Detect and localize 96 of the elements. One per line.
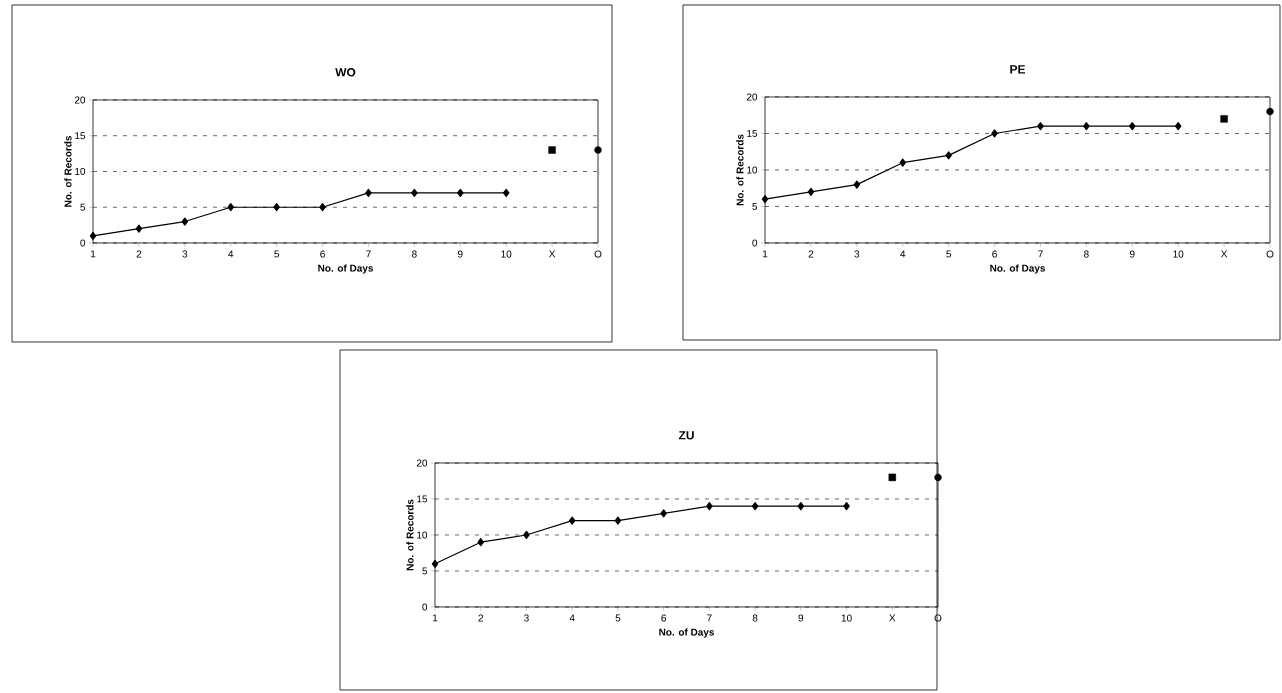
x-axis-title: No. of Days [990, 264, 1045, 274]
x-tick-label: 4 [228, 250, 234, 258]
x-tick-label: 5 [615, 614, 621, 622]
point [365, 188, 372, 198]
point [761, 195, 769, 204]
x-tick-label: 10 [501, 250, 512, 258]
point [89, 231, 97, 240]
x-tick-label: X [1221, 250, 1228, 258]
x-tick-label: 10 [841, 614, 852, 622]
x-tick-label: 2 [478, 614, 484, 622]
x-tick-label: 6 [992, 250, 997, 258]
x-tick-label: 5 [946, 250, 951, 258]
y-tick-label: 15 [417, 495, 428, 503]
point [751, 502, 759, 511]
chart-title: WO [335, 68, 356, 77]
point [181, 217, 189, 226]
point [843, 502, 850, 511]
x-tick-label: 9 [457, 250, 463, 258]
point [1037, 122, 1044, 131]
point [135, 224, 143, 233]
x-tick-label: 6 [661, 614, 666, 622]
x-tick-label: 4 [569, 614, 575, 622]
x-tick-label: 9 [1129, 250, 1135, 258]
x-tick-label: 3 [524, 614, 529, 622]
x-tick-label: 8 [412, 250, 417, 258]
point [888, 473, 896, 482]
point [1083, 122, 1090, 131]
chart-title: ZU [678, 431, 694, 440]
x-tick-label: 3 [182, 250, 188, 258]
x-tick-label: O [1266, 250, 1274, 258]
x-tick-label: 9 [798, 614, 804, 622]
x-tick-label: 8 [752, 614, 758, 622]
y-tick-label: 20 [416, 459, 428, 467]
point [706, 502, 713, 511]
y-tick-label: 15 [75, 132, 86, 140]
y-axis-title: No. of Records [406, 499, 414, 571]
point [457, 188, 464, 198]
x-tick-label: 3 [854, 250, 860, 258]
point [502, 188, 510, 198]
y-tick-label: 20 [74, 96, 86, 104]
x-tick-label: 10 [1173, 250, 1184, 258]
point [853, 180, 861, 189]
y-tick-label: 10 [417, 531, 428, 539]
point [807, 187, 815, 196]
y-tick-label: 10 [75, 167, 86, 176]
point [227, 203, 234, 212]
x-tick-label: 4 [900, 250, 906, 258]
point [1220, 115, 1228, 123]
x-axis-title: No. of Days [659, 628, 714, 638]
x-tick-label: 5 [274, 250, 279, 258]
point [431, 559, 439, 568]
point [945, 151, 952, 160]
y-tick-label: 10 [747, 166, 758, 174]
x-tick-label: X [549, 250, 556, 258]
y-tick-label: 0 [422, 603, 428, 611]
point [411, 188, 418, 198]
point [548, 146, 556, 154]
x-tick-label: 8 [1084, 250, 1089, 258]
x-tick-label: O [934, 614, 942, 622]
point [1266, 107, 1274, 116]
x-tick-label: O [594, 250, 602, 258]
x-tick-label: 1 [433, 614, 438, 622]
x-tick-label: 2 [808, 250, 814, 258]
point [568, 516, 576, 525]
point [1129, 122, 1136, 131]
point [319, 203, 326, 212]
y-tick-label: 0 [752, 239, 758, 247]
x-tick-label: X [889, 614, 896, 622]
y-tick-label: 5 [80, 203, 86, 211]
point [273, 203, 280, 212]
x-axis-title: No. of Days [318, 264, 373, 274]
point [934, 473, 942, 482]
point [899, 158, 906, 167]
x-tick-label: 1 [91, 250, 96, 258]
point [523, 530, 530, 540]
x-tick-label: 7 [707, 614, 712, 622]
x-tick-label: 6 [320, 250, 325, 258]
y-axis-title: No. of Records [64, 136, 72, 207]
y-axis-title: No. of Records [736, 134, 744, 206]
point [991, 129, 998, 138]
y-tick-label: 15 [747, 130, 758, 137]
y-tick-label: 5 [422, 567, 428, 575]
x-tick-label: 1 [763, 250, 768, 258]
point [614, 516, 622, 525]
y-tick-label: 5 [752, 203, 758, 210]
point [660, 509, 667, 518]
x-tick-label: 7 [366, 250, 371, 258]
y-tick-label: 20 [746, 93, 758, 101]
chart-title: PE [1010, 65, 1026, 74]
x-tick-label: 7 [1038, 250, 1043, 258]
y-tick-label: 0 [80, 239, 86, 247]
x-tick-label: 2 [136, 250, 142, 258]
point [594, 146, 602, 154]
point [1174, 122, 1182, 131]
point [797, 502, 805, 511]
point [477, 538, 484, 547]
